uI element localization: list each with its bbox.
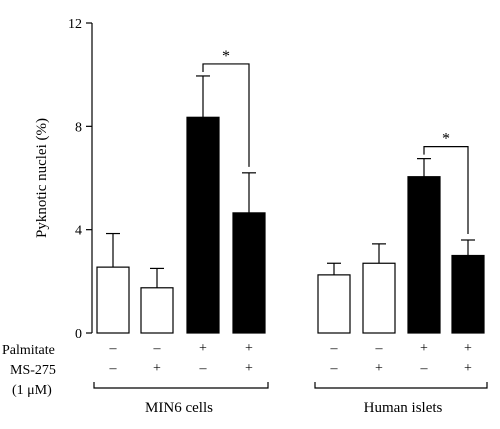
group-label: Human islets [364, 400, 443, 416]
significance-bracket [202, 63, 250, 167]
ms275-sign: + [245, 361, 253, 376]
palmitate-sign: + [420, 341, 428, 356]
group-bracket [93, 382, 269, 389]
palmitate-sign: – [153, 341, 162, 356]
ms275-sign: – [199, 361, 208, 376]
y-tick-label: 0 [75, 327, 82, 342]
y-tick-label: 4 [75, 224, 82, 239]
palmitate-sign: + [464, 341, 472, 356]
bar [407, 176, 441, 334]
bar [451, 254, 485, 334]
bar [362, 262, 396, 334]
bar [140, 287, 174, 334]
bar [186, 116, 220, 334]
bar [317, 274, 351, 334]
group-bracket [314, 382, 488, 389]
row-label-palmitate: Palmitate [2, 343, 55, 358]
significance-star: * [222, 48, 230, 65]
y-tick-label: 8 [75, 120, 82, 135]
bar [96, 266, 130, 334]
row-label-ms275: MS-275 [10, 363, 56, 378]
palmitate-sign: – [330, 341, 339, 356]
ms275-sign: + [375, 361, 383, 376]
palmitate-sign: + [199, 341, 207, 356]
row-label-ms275-concentration: (1 μM) [12, 383, 52, 398]
significance-star: * [442, 131, 450, 148]
y-axis-label: Pyknotic nuclei (%) [34, 118, 50, 238]
bar [232, 212, 266, 334]
ms275-sign: – [109, 361, 118, 376]
ms275-sign: – [330, 361, 339, 376]
ms275-sign: – [420, 361, 429, 376]
palmitate-sign: + [245, 341, 253, 356]
chart-axes: 0 4 8 12 [68, 17, 93, 342]
palmitate-sign: – [109, 341, 118, 356]
label-layer: – – – + + – + + * MIN6 cells – – – + + – + + * Human islets [93, 48, 488, 416]
ms275-sign: + [464, 361, 472, 376]
ms275-sign: + [153, 361, 161, 376]
group-label: MIN6 cells [145, 400, 213, 416]
y-tick-label: 12 [68, 17, 82, 32]
palmitate-sign: – [375, 341, 384, 356]
significance-bracket [423, 146, 469, 234]
bar-layer [96, 75, 485, 334]
